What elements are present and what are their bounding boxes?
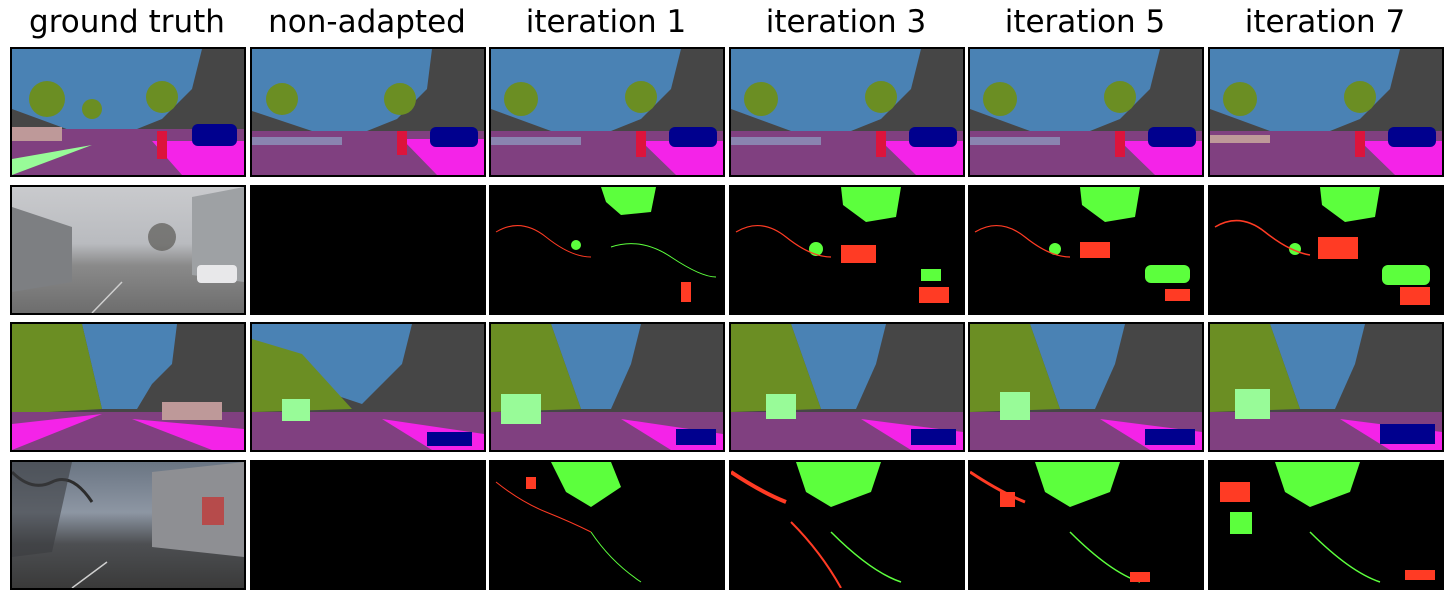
difference-map [1210, 187, 1442, 313]
seg-tile-r3-non-adapted [250, 322, 486, 452]
seg-tile-r3-iteration-3 [729, 322, 965, 452]
difference-map [252, 462, 484, 588]
column-header-iteration-7: iteration 7 [1244, 4, 1406, 40]
difference-map [970, 462, 1202, 588]
segmentation-map [491, 49, 723, 175]
diff-tile-r4-iteration-5 [968, 460, 1204, 590]
diff-tile-r4-iteration-1 [489, 460, 725, 590]
diff-tile-r2-iteration-5 [968, 185, 1204, 315]
segmentation-map [731, 324, 963, 450]
segmentation-map [491, 324, 723, 450]
segmentation-map [1210, 49, 1442, 175]
seg-tile-r1-iteration-1 [489, 47, 725, 177]
column-header-ground-truth: ground truth [29, 4, 225, 40]
street-photo [12, 187, 244, 313]
seg-tile-r3-ground-truth [10, 322, 246, 452]
difference-map [491, 187, 723, 313]
diff-tile-r4-iteration-3 [729, 460, 965, 590]
seg-tile-r1-iteration-3 [729, 47, 965, 177]
column-header-iteration-1: iteration 1 [525, 4, 687, 40]
photo-tile-r2-ground-truth [10, 185, 246, 315]
seg-tile-r1-ground-truth [10, 47, 246, 177]
segmentation-map [252, 49, 484, 175]
seg-tile-r1-iteration-7 [1208, 47, 1444, 177]
difference-map [1210, 462, 1442, 588]
seg-tile-r3-iteration-5 [968, 322, 1204, 452]
diff-tile-r4-iteration-7 [1208, 460, 1444, 590]
difference-map [731, 187, 963, 313]
street-photo [12, 462, 244, 588]
segmentation-map [12, 324, 244, 450]
column-header-iteration-3: iteration 3 [765, 4, 927, 40]
seg-tile-r3-iteration-7 [1208, 322, 1444, 452]
difference-map [970, 187, 1202, 313]
diff-tile-r2-iteration-1 [489, 185, 725, 315]
segmentation-map [970, 324, 1202, 450]
difference-map [252, 187, 484, 313]
segmentation-map [252, 324, 484, 450]
seg-tile-r1-iteration-5 [968, 47, 1204, 177]
diff-tile-r2-non-adapted [250, 185, 486, 315]
segmentation-map [1210, 324, 1442, 450]
difference-map [731, 462, 963, 588]
diff-tile-r2-iteration-3 [729, 185, 965, 315]
segmentation-map [970, 49, 1202, 175]
seg-tile-r3-iteration-1 [489, 322, 725, 452]
diff-tile-r2-iteration-7 [1208, 185, 1444, 315]
photo-tile-r4-ground-truth [10, 460, 246, 590]
column-header-iteration-5: iteration 5 [1004, 4, 1166, 40]
column-header-non-adapted: non-adapted [268, 4, 466, 40]
segmentation-map [12, 49, 244, 175]
segmentation-map [731, 49, 963, 175]
difference-map [491, 462, 723, 588]
diff-tile-r4-non-adapted [250, 460, 486, 590]
seg-tile-r1-non-adapted [250, 47, 486, 177]
